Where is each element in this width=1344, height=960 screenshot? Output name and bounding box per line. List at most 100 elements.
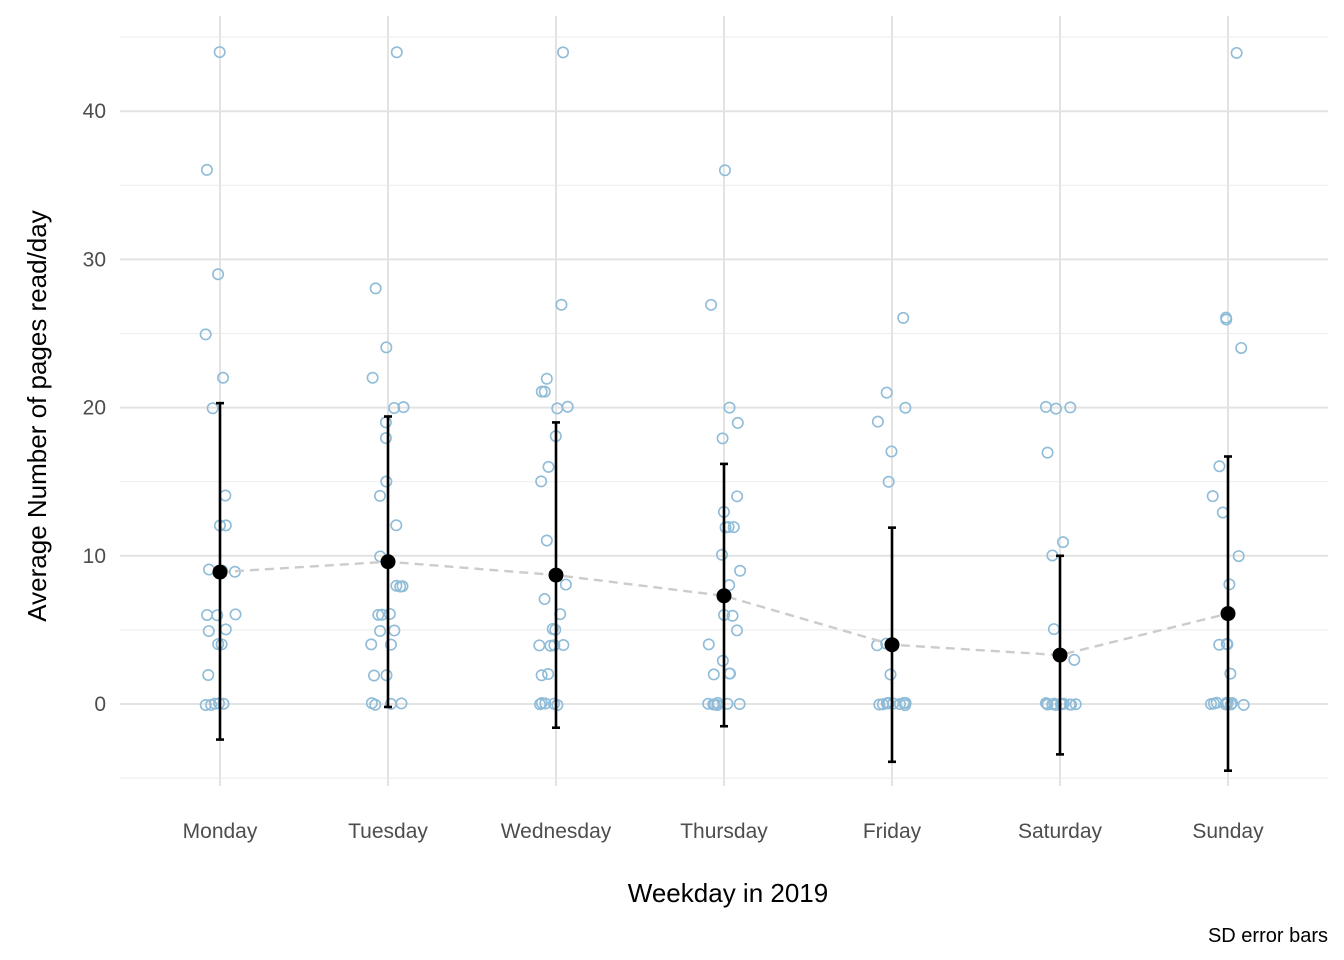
- observation-point: [212, 638, 225, 651]
- observation-point: [1213, 638, 1226, 651]
- observation-point: [899, 401, 912, 414]
- observation-point: [716, 432, 729, 445]
- observation-point: [215, 638, 228, 651]
- mean-point: [716, 588, 732, 604]
- observation-point: [1232, 550, 1245, 563]
- x-tick-label: Saturday: [1018, 820, 1103, 843]
- observation-point: [390, 579, 403, 592]
- observation-point: [1220, 311, 1233, 324]
- observation-point: [897, 311, 910, 324]
- y-axis-title: Average Number of pages read/day: [22, 210, 52, 621]
- y-tick-label: 30: [83, 248, 106, 271]
- observation-point: [1237, 698, 1250, 711]
- observation-point: [555, 298, 568, 311]
- observation-point: [388, 401, 401, 414]
- y-tick-label: 20: [83, 397, 106, 420]
- observation-point: [365, 697, 378, 710]
- observation-point: [380, 475, 393, 488]
- observation-point: [365, 638, 378, 651]
- observation-point: [217, 697, 230, 710]
- observation-point: [731, 624, 744, 637]
- observation-point: [557, 46, 570, 59]
- observation-point: [885, 445, 898, 458]
- observation-point: [1068, 653, 1081, 666]
- observation-point: [540, 372, 553, 385]
- x-tick-label: Thursday: [680, 820, 768, 843]
- mean-points: [212, 554, 1236, 663]
- observation-point: [396, 580, 409, 593]
- observation-point: [369, 282, 382, 295]
- observation-point: [718, 164, 731, 177]
- observation-point: [219, 489, 232, 502]
- observation-point: [383, 607, 396, 620]
- observation-point: [542, 668, 555, 681]
- observation-point: [212, 268, 225, 281]
- observation-point: [731, 490, 744, 503]
- observation-point: [206, 402, 219, 415]
- observation-point: [548, 639, 561, 652]
- observation-point: [1039, 400, 1052, 413]
- observation-point: [873, 698, 886, 711]
- observation-point: [534, 698, 547, 711]
- observation-point: [535, 475, 548, 488]
- observation-point: [533, 639, 546, 652]
- observation-point: [731, 416, 744, 429]
- observation-point: [539, 697, 552, 710]
- observation-point: [368, 669, 381, 682]
- mean-point: [380, 554, 396, 570]
- observation-point: [379, 416, 392, 429]
- observation-point: [542, 460, 555, 473]
- observation-point: [217, 371, 230, 384]
- observation-point: [893, 697, 906, 710]
- observation-point: [390, 46, 403, 59]
- x-tick-label: Sunday: [1192, 820, 1264, 843]
- y-tick-label: 0: [94, 693, 106, 716]
- observation-point: [384, 638, 397, 651]
- observation-point: [1235, 341, 1248, 354]
- observation-point: [540, 534, 553, 547]
- observation-point: [715, 548, 728, 561]
- observation-point: [205, 698, 218, 711]
- observation-point: [1057, 697, 1070, 710]
- x-axis-title: Weekday in 2019: [628, 878, 828, 908]
- observation-point: [707, 668, 720, 681]
- x-tick-label: Wednesday: [501, 820, 612, 843]
- observation-point: [559, 578, 572, 591]
- x-tick-label: Tuesday: [348, 820, 428, 843]
- chart-caption: SD error bars: [1208, 925, 1328, 947]
- observation-point: [734, 564, 747, 577]
- observation-point: [374, 624, 387, 637]
- mean-point: [1220, 606, 1236, 622]
- observation-point: [373, 489, 386, 502]
- observation-point: [1223, 578, 1236, 591]
- observation-point: [538, 593, 551, 606]
- observation-point: [1069, 698, 1082, 711]
- y-axis-ticks: 0 10 20 30 40: [83, 100, 106, 716]
- observation-point: [535, 669, 548, 682]
- y-tick-label: 10: [83, 545, 106, 568]
- mean-point: [548, 567, 564, 583]
- observation-point: [199, 328, 212, 341]
- observation-point: [1216, 506, 1229, 519]
- observation-point: [723, 401, 736, 414]
- observation-point: [702, 638, 715, 651]
- observation-point: [1213, 460, 1226, 473]
- x-tick-label: Monday: [183, 820, 258, 843]
- observation-point: [884, 668, 897, 681]
- observation-point: [201, 608, 214, 621]
- observation-point: [397, 401, 410, 414]
- observation-point: [366, 371, 379, 384]
- observation-point: [390, 519, 403, 532]
- observation-point: [871, 415, 884, 428]
- observation-point: [395, 697, 408, 710]
- observation-point: [899, 699, 912, 712]
- observation-point: [727, 521, 740, 534]
- observation-point: [199, 699, 212, 712]
- observation-point: [229, 608, 242, 621]
- observation-point: [705, 298, 718, 311]
- observation-point: [200, 163, 213, 176]
- observation-point: [702, 697, 715, 710]
- observation-point: [880, 386, 893, 399]
- observation-point: [380, 669, 393, 682]
